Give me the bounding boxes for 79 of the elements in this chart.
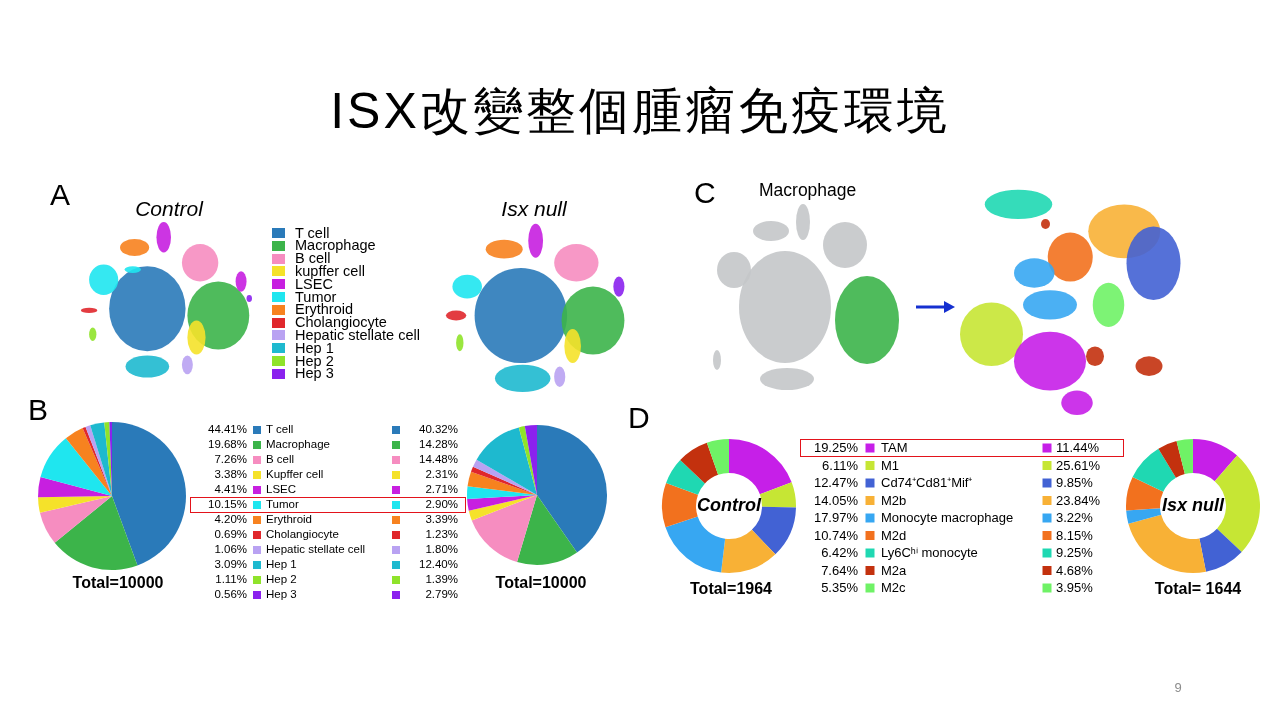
data-label: 6.42% (821, 545, 859, 560)
legend-label: LSEC (266, 483, 297, 495)
legend-label: TAM (881, 440, 908, 455)
data-label: 14.28% (418, 438, 458, 450)
legend-label: M2a (881, 562, 908, 578)
data-label: 10.74% (813, 527, 859, 543)
data-label: 14.48% (418, 453, 458, 465)
data-label: 0.56% (214, 588, 247, 600)
data-label: 1.06% (214, 543, 247, 555)
legend-label: Monocyte macrophage (881, 510, 1014, 525)
data-label: 7.26% (214, 453, 247, 465)
legend-label: Macrophage (266, 438, 330, 450)
text: 9 (1174, 679, 1182, 695)
legend-label: T cell (266, 423, 294, 435)
legend-label: M1 (881, 457, 900, 473)
legend-label: B cell (266, 453, 295, 465)
data-label: 6.11% (822, 457, 859, 473)
legend-label: Cd74⁺Cd81⁺Mif⁺ (881, 475, 973, 490)
slice-label: Isx null (1161, 495, 1226, 515)
legend-label: Ly6Cʰⁱ monocyte (881, 545, 978, 560)
data-label: 44.41% (207, 423, 247, 435)
text: C (694, 174, 716, 210)
data-label: 3.22% (1056, 510, 1094, 525)
data-label: 10.15% (207, 498, 247, 510)
text: A (50, 176, 71, 212)
text: Control (135, 197, 203, 221)
data-label: 3.38% (214, 468, 247, 480)
data-label: 14.05% (813, 492, 859, 508)
legend-label: M2b (881, 492, 907, 508)
legend-label: Cholangiocyte (266, 528, 339, 540)
data-label: 23.84% (1056, 492, 1101, 508)
text: Total=1964 (690, 580, 773, 597)
data-label: 12.47% (813, 475, 859, 490)
legend-label: Hep 1 (266, 558, 297, 570)
data-label: 8.15% (1056, 527, 1094, 543)
data-label: 7.64% (821, 562, 859, 578)
data-label: 3.09% (214, 558, 247, 570)
text: ISX改變整個腫瘤免疫環境 (330, 82, 950, 141)
data-label: 1.80% (425, 543, 458, 555)
legend-label: Tumor (266, 498, 299, 510)
data-label: 4.20% (214, 513, 247, 525)
data-label: 12.40% (418, 558, 458, 570)
text: B (28, 393, 49, 426)
data-label: 1.23% (425, 528, 458, 540)
data-label: 40.32% (418, 423, 458, 435)
slice-label: Control (697, 495, 762, 515)
legend-label: M2c (881, 580, 907, 595)
data-label: 17.97% (813, 510, 859, 525)
data-label: 1.39% (425, 573, 458, 585)
category-label: Erythroid (295, 301, 354, 318)
text: Total= 1644 (1154, 580, 1242, 597)
data-label: 11.44% (1056, 440, 1100, 455)
legend-label: Hep 2 (266, 573, 297, 585)
legend-label: M2d (881, 527, 907, 543)
data-label: 0.69% (214, 528, 247, 540)
data-label: 4.68% (1056, 562, 1094, 578)
data-label: 25.61% (1056, 457, 1101, 473)
data-label: 1.11% (215, 573, 247, 585)
data-label: 3.39% (425, 513, 458, 525)
text: D (628, 401, 650, 434)
data-label: 2.31% (425, 468, 458, 480)
text: Total=10000 (72, 574, 164, 591)
text: Total=10000 (495, 574, 587, 591)
data-label: 19.25% (813, 440, 859, 455)
data-label: 3.95% (1056, 580, 1094, 595)
data-label: 9.85% (1056, 475, 1094, 490)
data-label: 2.79% (425, 588, 458, 600)
data-label: 19.68% (207, 438, 247, 450)
text: Macrophage (759, 180, 857, 200)
text: Isx null (501, 197, 567, 221)
legend-label: Erythroid (266, 513, 313, 525)
data-label: 2.71% (425, 483, 458, 495)
data-label: 2.90% (425, 498, 458, 510)
data-label: 5.35% (821, 580, 859, 595)
legend-label: Hepatic stellate cell (266, 543, 366, 555)
data-label: 4.41% (214, 483, 247, 495)
legend-label: Hep 3 (266, 588, 297, 600)
legend-label: Kupffer cell (266, 468, 324, 480)
data-label: 9.25% (1056, 545, 1094, 560)
